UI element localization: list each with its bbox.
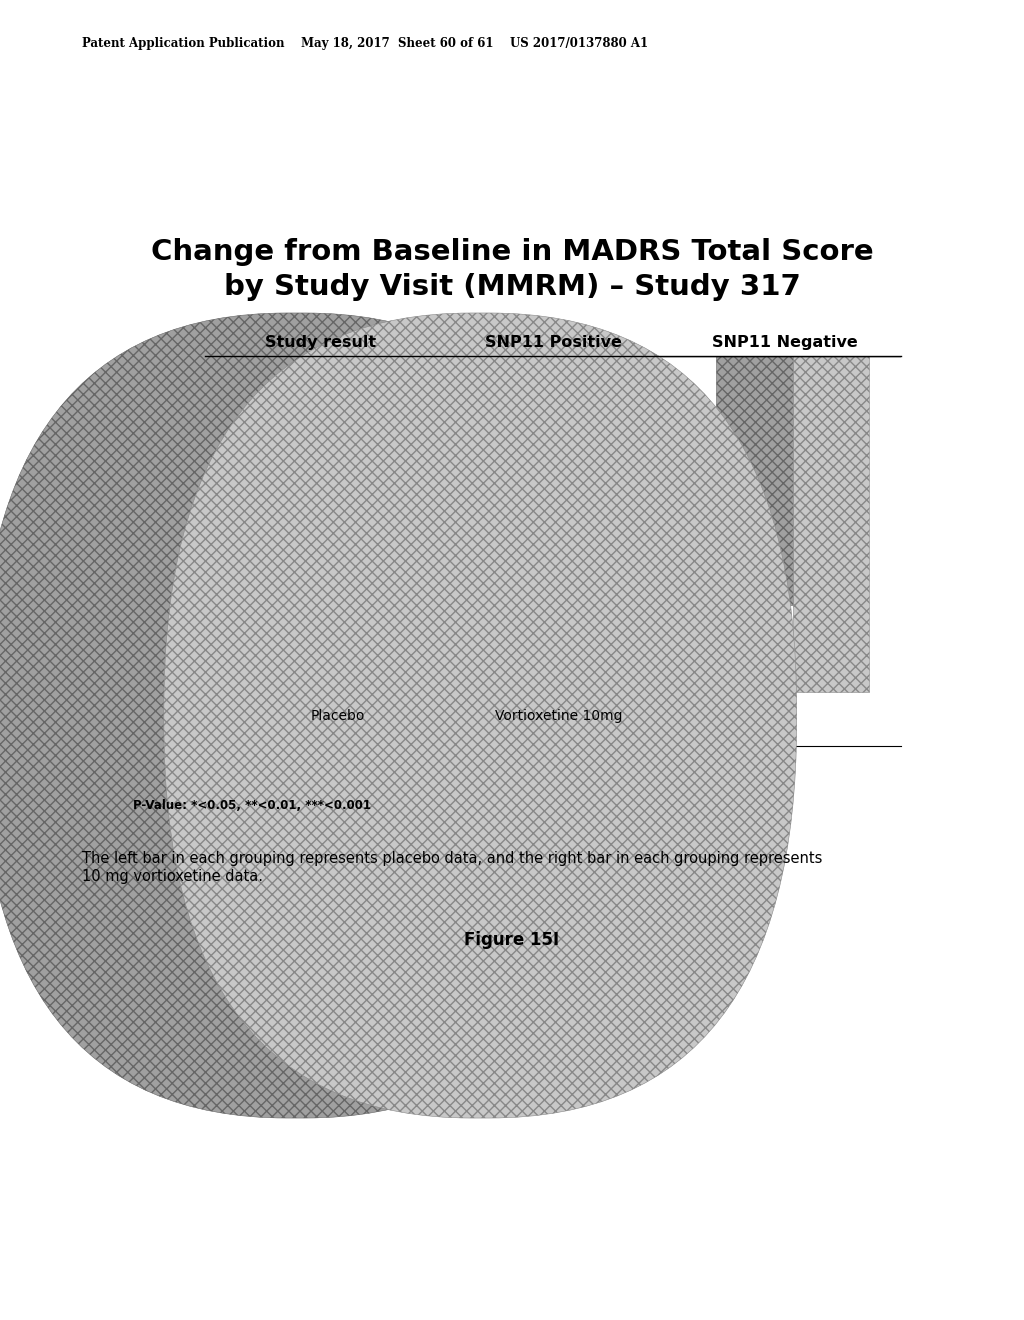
- Text: Vortioxetine 10mg: Vortioxetine 10mg: [495, 709, 623, 722]
- Text: The left bar in each grouping represents placebo data, and the right bar in each: The left bar in each grouping represents…: [82, 851, 822, 884]
- Bar: [476, 356, 553, 620]
- Text: SNP11 Negative: SNP11 Negative: [712, 335, 858, 350]
- Y-axis label: Change from Baseline: Change from Baseline: [146, 467, 162, 635]
- Bar: [553, 356, 630, 638]
- Bar: [237, 356, 313, 634]
- Text: Study result: Study result: [265, 335, 377, 350]
- Text: SNP11 Positive: SNP11 Positive: [484, 335, 622, 350]
- Text: Change from Baseline in MADRS Total Score
by Study Visit (MMRM) – Study 317: Change from Baseline in MADRS Total Scor…: [151, 238, 873, 301]
- Bar: [716, 356, 793, 605]
- Text: Placebo: Placebo: [310, 709, 365, 722]
- Text: P-Value: *<0.05, **<0.01, ***<0.001: P-Value: *<0.05, **<0.01, ***<0.001: [133, 799, 371, 812]
- Text: Patent Application Publication    May 18, 2017  Sheet 60 of 61    US 2017/013788: Patent Application Publication May 18, 2…: [82, 37, 648, 50]
- Text: Figure 15I: Figure 15I: [465, 931, 559, 949]
- Bar: [313, 356, 390, 648]
- Bar: [793, 356, 869, 692]
